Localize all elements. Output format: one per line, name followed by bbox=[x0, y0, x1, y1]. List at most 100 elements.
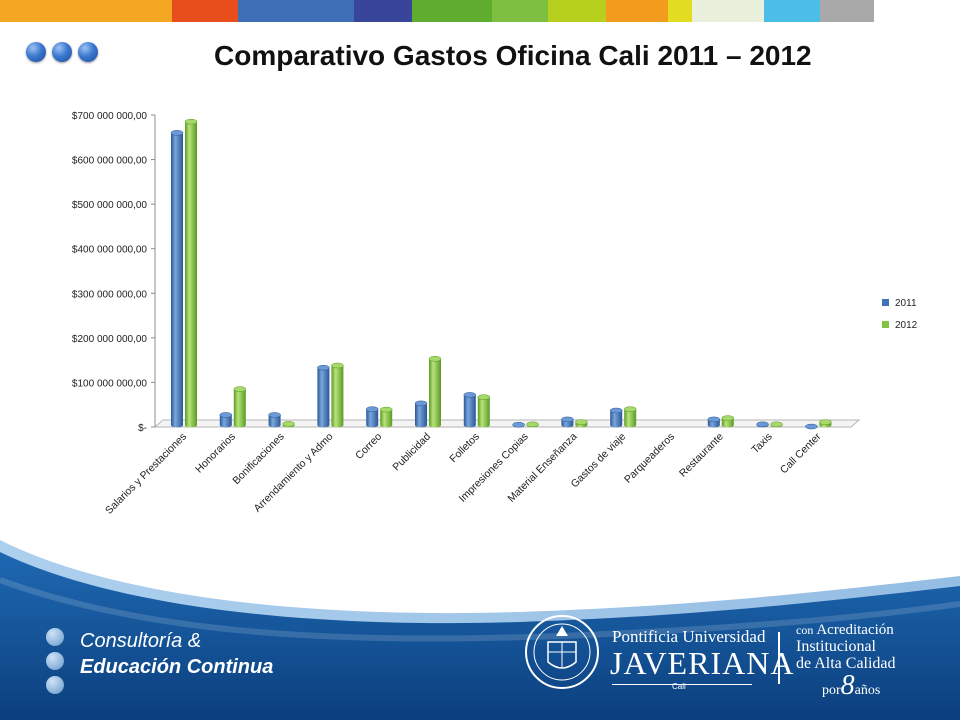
accreditation-con: con bbox=[796, 623, 814, 637]
x-category-label: Taxis bbox=[749, 431, 774, 456]
university-rule bbox=[612, 684, 752, 685]
legend-swatch bbox=[882, 299, 889, 306]
bar-top-2012 bbox=[233, 386, 247, 392]
bar-top-2012 bbox=[282, 421, 295, 427]
y-tick-label: $100 000 000,00 bbox=[72, 378, 148, 389]
x-category-label: Arrendamiento y Admo bbox=[252, 431, 336, 515]
x-category-label: Honorarios bbox=[193, 431, 238, 476]
bar-2012 bbox=[380, 409, 393, 428]
brand-line-1: Consultoría & bbox=[80, 630, 202, 652]
top-color-bar bbox=[0, 0, 960, 22]
accreditation-line-1: con Acreditación bbox=[796, 622, 894, 639]
bar-top-2012 bbox=[184, 118, 198, 125]
university-name-line-1: Pontificia Universidad bbox=[612, 627, 766, 646]
bar-top-2011 bbox=[317, 364, 330, 371]
bar-2011 bbox=[610, 410, 623, 428]
bar-2012 bbox=[624, 409, 637, 428]
brand-line-2: Educación Continua bbox=[80, 656, 274, 678]
nav-dot bbox=[78, 42, 98, 62]
top-bar-segment bbox=[764, 0, 820, 22]
x-category-label: Call Center bbox=[778, 430, 824, 476]
top-bar-segment bbox=[238, 0, 354, 22]
bar-top-2011 bbox=[561, 416, 574, 423]
nav-dot bbox=[52, 42, 72, 62]
bar-2011 bbox=[219, 414, 232, 428]
bar-top-2012 bbox=[721, 415, 735, 421]
y-tick-label: $300 000 000,00 bbox=[72, 289, 148, 300]
top-bar-segment bbox=[548, 0, 606, 22]
bar-top-2011 bbox=[463, 392, 477, 398]
bar-top-2011 bbox=[170, 130, 184, 136]
accreditation-line-2: Institucional bbox=[796, 638, 876, 655]
accreditation-line-3: de Alta Calidad bbox=[796, 655, 896, 672]
x-category-label: Publicidad bbox=[390, 431, 433, 474]
legend-label: 2012 bbox=[895, 320, 918, 331]
x-category-label: Salarios y Prestaciones bbox=[103, 431, 189, 517]
bar-top-2012 bbox=[379, 406, 393, 413]
top-bar-segment bbox=[668, 0, 692, 22]
y-tick-label: $600 000 000,00 bbox=[72, 156, 148, 167]
bar-top-2012 bbox=[575, 419, 588, 425]
bar-top-2012 bbox=[477, 394, 491, 400]
bar-top-2011 bbox=[609, 407, 623, 414]
top-bar-segment bbox=[606, 0, 668, 22]
bar-top-2011 bbox=[365, 406, 379, 412]
nav-dots bbox=[26, 42, 98, 62]
bar-top-2011 bbox=[268, 412, 281, 418]
legend-label: 2011 bbox=[895, 298, 917, 309]
accreditation-anos: años bbox=[854, 683, 881, 698]
accreditation-line-4: por8años bbox=[822, 670, 880, 702]
slide-title: Comparativo Gastos Oficina Cali 2011 – 2… bbox=[214, 40, 812, 71]
bar-2011 bbox=[171, 132, 183, 428]
bar-2011 bbox=[463, 394, 476, 428]
brand-dot bbox=[46, 628, 64, 646]
y-tick-label: $700 000 000,00 bbox=[72, 111, 148, 122]
top-bar-segment bbox=[692, 0, 764, 22]
y-tick-label: $400 000 000,00 bbox=[72, 245, 148, 256]
legend-swatch bbox=[882, 321, 889, 328]
brand-dot bbox=[46, 652, 64, 670]
university-seal-icon bbox=[525, 615, 599, 689]
bar-2011 bbox=[366, 409, 379, 428]
bar-top-2011 bbox=[805, 423, 818, 430]
bar-2011 bbox=[415, 403, 427, 428]
bar-top-2011 bbox=[707, 416, 721, 423]
bar-top-2012 bbox=[819, 419, 832, 425]
logo-separator bbox=[778, 632, 780, 684]
nav-dot bbox=[26, 42, 46, 62]
y-tick-label: $- bbox=[138, 423, 147, 434]
y-tick-label: $200 000 000,00 bbox=[72, 334, 148, 345]
bar-top-2012 bbox=[428, 356, 442, 362]
bar-chart: $- $100 000 000,00 $200 000 000,00 $300 000… bbox=[72, 111, 918, 517]
accreditation-years-number: 8 bbox=[840, 670, 855, 701]
bar-top-2012 bbox=[331, 362, 344, 369]
y-tick-label: $500 000 000,00 bbox=[72, 200, 148, 211]
bar-top-2011 bbox=[414, 400, 428, 407]
top-bar-segment bbox=[354, 0, 412, 22]
bar-top-2012 bbox=[623, 406, 637, 412]
bar-top-2012 bbox=[770, 421, 783, 428]
top-bar-segment bbox=[412, 0, 492, 22]
bar-2011 bbox=[268, 414, 281, 428]
top-bar-segment bbox=[820, 0, 874, 22]
x-category-label: Restaurante bbox=[677, 431, 726, 480]
accreditation-word: Acreditación bbox=[816, 622, 894, 638]
top-bar-segment bbox=[0, 0, 172, 22]
university-name-line-2: JAVERIANA bbox=[610, 645, 795, 681]
top-bar-segment bbox=[492, 0, 548, 22]
bar-top-2011 bbox=[756, 421, 769, 428]
chart-floor bbox=[153, 419, 861, 428]
bar-top-2011 bbox=[512, 422, 525, 428]
bar-2011 bbox=[317, 367, 330, 428]
bar-2012 bbox=[429, 358, 441, 428]
footer-band bbox=[0, 540, 960, 720]
bar-top-2011 bbox=[219, 412, 233, 418]
university-city: Cali bbox=[672, 682, 686, 691]
bar-2012 bbox=[185, 121, 197, 428]
bar-2012 bbox=[331, 365, 344, 428]
x-category-label: Folletos bbox=[447, 431, 481, 465]
top-bar-segment bbox=[172, 0, 238, 22]
bar-top-2012 bbox=[526, 421, 539, 428]
x-category-label: Parqueaderos bbox=[622, 431, 677, 486]
bar-2012 bbox=[233, 389, 246, 428]
